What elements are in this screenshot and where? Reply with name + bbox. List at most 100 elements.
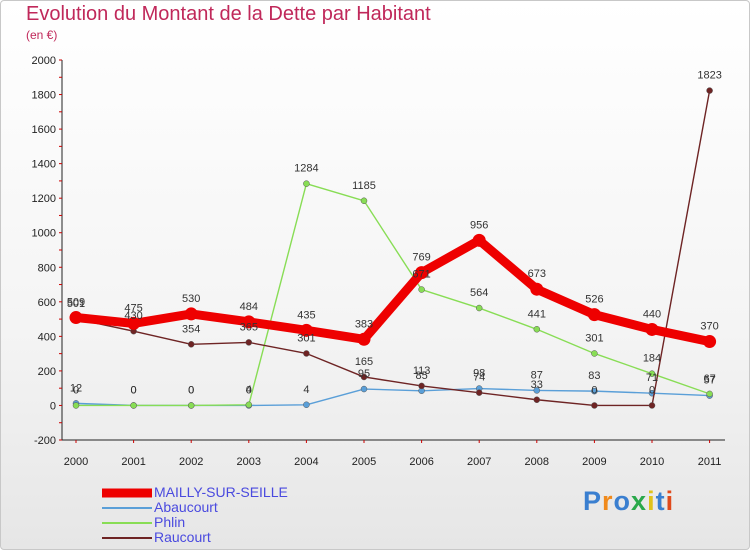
legend-swatch [102, 536, 152, 539]
data-label: 671 [412, 269, 430, 281]
legend-swatch [102, 521, 152, 524]
data-label: 113 [413, 365, 431, 377]
data-point [648, 370, 656, 377]
data-label: 383 [355, 318, 373, 330]
data-point [360, 385, 368, 393]
y-tick-label: 0 [50, 400, 56, 412]
data-label: 0 [73, 384, 79, 396]
data-point [591, 350, 598, 357]
data-point [533, 387, 541, 394]
data-point [415, 266, 429, 280]
data-label: 370 [700, 321, 718, 333]
data-label: 769 [412, 252, 430, 264]
x-tick-label: 2000 [64, 456, 88, 468]
data-label: 0 [649, 384, 655, 396]
data-label: 165 [355, 356, 373, 368]
data-label: 33 [531, 379, 543, 391]
data-label: 4 [246, 384, 252, 396]
data-point [530, 282, 544, 296]
data-label: 95 [358, 368, 370, 380]
data-label: 430 [124, 310, 142, 322]
data-point [127, 316, 141, 330]
y-tick-label: 1200 [32, 193, 56, 205]
legend-label: MAILLY-SUR-SEILLE [154, 484, 288, 500]
data-label: 184 [643, 353, 661, 365]
series-line-raucourt [75, 89, 711, 407]
data-label: 301 [585, 332, 603, 344]
data-point [130, 402, 137, 409]
y-tick-label: -200 [34, 435, 56, 447]
chart-title: Evolution du Montant de la Dette par Hab… [26, 3, 431, 25]
data-label: 301 [297, 332, 315, 344]
x-tick-label: 2003 [237, 456, 261, 468]
legend-label: Abaucourt [154, 499, 218, 515]
y-tick-label: 200 [38, 366, 56, 378]
data-label: 484 [240, 301, 258, 313]
data-point [475, 304, 483, 312]
legend-label: Raucourt [154, 529, 211, 545]
logo-letter: r [602, 486, 614, 516]
data-label: 71 [646, 372, 658, 384]
data-label: 475 [124, 302, 142, 314]
logo-letter: i [665, 486, 675, 516]
logo-letter: P [583, 486, 603, 516]
logo-letter: i [647, 486, 656, 516]
data-point [706, 87, 713, 94]
data-label: 441 [528, 308, 546, 320]
logo-letter: t [655, 486, 666, 516]
legend-label: Phlin [154, 514, 186, 530]
data-point [475, 389, 483, 396]
data-point [648, 402, 656, 409]
proxiti-logo: Proxiti [583, 486, 674, 517]
data-label: 564 [470, 287, 488, 299]
data-point [533, 326, 541, 333]
data-point [303, 180, 310, 187]
data-point [357, 332, 371, 346]
data-point [69, 311, 83, 325]
data-label: 83 [588, 370, 600, 382]
data-point [533, 396, 541, 404]
data-point [703, 335, 717, 349]
data-point [187, 402, 195, 409]
y-tick-label: 1000 [32, 228, 56, 240]
y-tick-label: 1800 [32, 90, 56, 102]
legend-swatch [102, 506, 152, 509]
data-point [591, 402, 598, 409]
data-label: 501 [67, 298, 85, 310]
data-point [303, 401, 310, 409]
x-tick-label: 2010 [640, 456, 664, 468]
y-tick-label: 800 [38, 262, 56, 274]
data-label: 87 [531, 369, 543, 381]
data-label: 509 [67, 297, 85, 309]
logo-letter: o [613, 486, 632, 516]
data-label: 0 [188, 384, 194, 396]
y-tick-label: 400 [38, 331, 56, 343]
data-label: 440 [643, 308, 661, 320]
data-point [242, 315, 256, 329]
legend-swatch [102, 488, 152, 497]
data-point [72, 402, 80, 409]
data-point [245, 339, 253, 346]
data-point [418, 286, 425, 293]
y-tick-label: 2000 [32, 55, 56, 67]
data-label: 4 [303, 384, 309, 396]
data-point [472, 233, 486, 247]
x-tick-label: 2004 [294, 456, 318, 468]
data-label: 0 [188, 384, 194, 396]
data-point [299, 323, 313, 337]
data-label: 0 [591, 384, 597, 396]
x-tick-label: 2009 [582, 456, 606, 468]
data-point [706, 390, 713, 398]
x-tick-label: 2011 [698, 456, 722, 468]
data-label: 354 [182, 323, 200, 335]
data-point [245, 401, 253, 409]
data-point [591, 387, 598, 395]
y-tick-label: 1400 [32, 159, 56, 171]
data-label: 673 [528, 268, 546, 280]
data-point [184, 307, 198, 321]
data-point [303, 350, 310, 357]
series-line-phlin [75, 182, 711, 407]
x-tick-label: 2008 [525, 456, 549, 468]
x-tick-label: 2006 [409, 456, 433, 468]
